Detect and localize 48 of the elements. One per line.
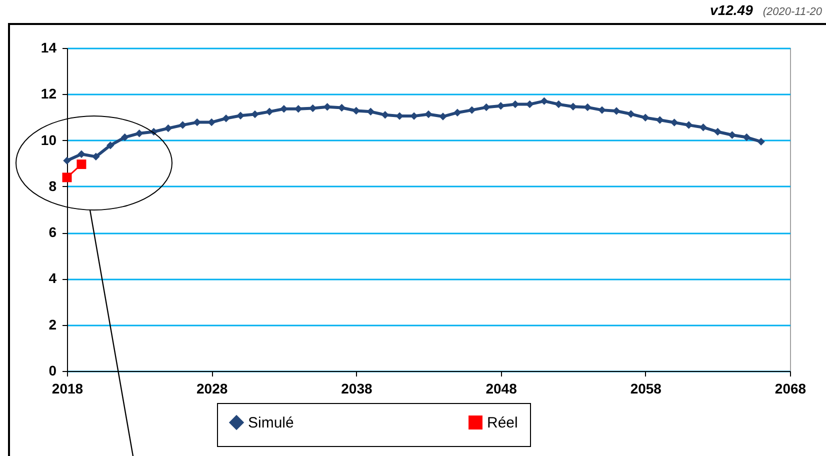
x-tick-label: 2028 (196, 380, 228, 396)
point (569, 102, 577, 110)
point (468, 106, 476, 114)
y-tick-label: 4 (48, 270, 57, 286)
point (236, 112, 244, 120)
y-tick-label: 12 (40, 86, 57, 102)
point (178, 121, 187, 129)
point (424, 110, 432, 118)
y-tick-label: 14 (40, 40, 57, 56)
y-tick-label: 0 (48, 362, 57, 378)
x-tick-label: 2018 (52, 380, 84, 396)
y-tick-label: 8 (48, 178, 57, 194)
point (540, 97, 548, 105)
point (76, 160, 86, 170)
y-tick-label: 10 (40, 132, 57, 148)
point (742, 133, 750, 142)
legend-label: Simulé (248, 414, 294, 432)
point (266, 108, 274, 116)
y-tick-label: 6 (48, 224, 57, 240)
point (222, 114, 230, 122)
point (554, 100, 563, 108)
point (454, 108, 462, 116)
point (164, 124, 172, 132)
point (78, 150, 86, 158)
point (598, 106, 606, 114)
x-tick-label: 2038 (341, 380, 372, 396)
point (627, 110, 635, 118)
point (642, 114, 650, 122)
text: (2020-11-20 (762, 6, 822, 18)
point (381, 111, 389, 119)
point (120, 133, 129, 142)
point (63, 156, 71, 164)
y-tick-label: 2 (48, 316, 57, 332)
legend-label: Réel (487, 414, 518, 432)
point (251, 110, 259, 118)
x-tick-label: 2048 (486, 380, 518, 396)
text: v12.49 (710, 2, 753, 18)
point (439, 112, 447, 120)
x-tick-label: 2058 (630, 380, 662, 396)
point (106, 141, 114, 150)
point (757, 138, 765, 146)
x-tick-label: 2068 (774, 380, 806, 396)
point (62, 172, 72, 182)
point (684, 121, 693, 129)
point (612, 107, 620, 115)
point (714, 128, 722, 136)
point (699, 123, 708, 132)
point (92, 152, 100, 161)
